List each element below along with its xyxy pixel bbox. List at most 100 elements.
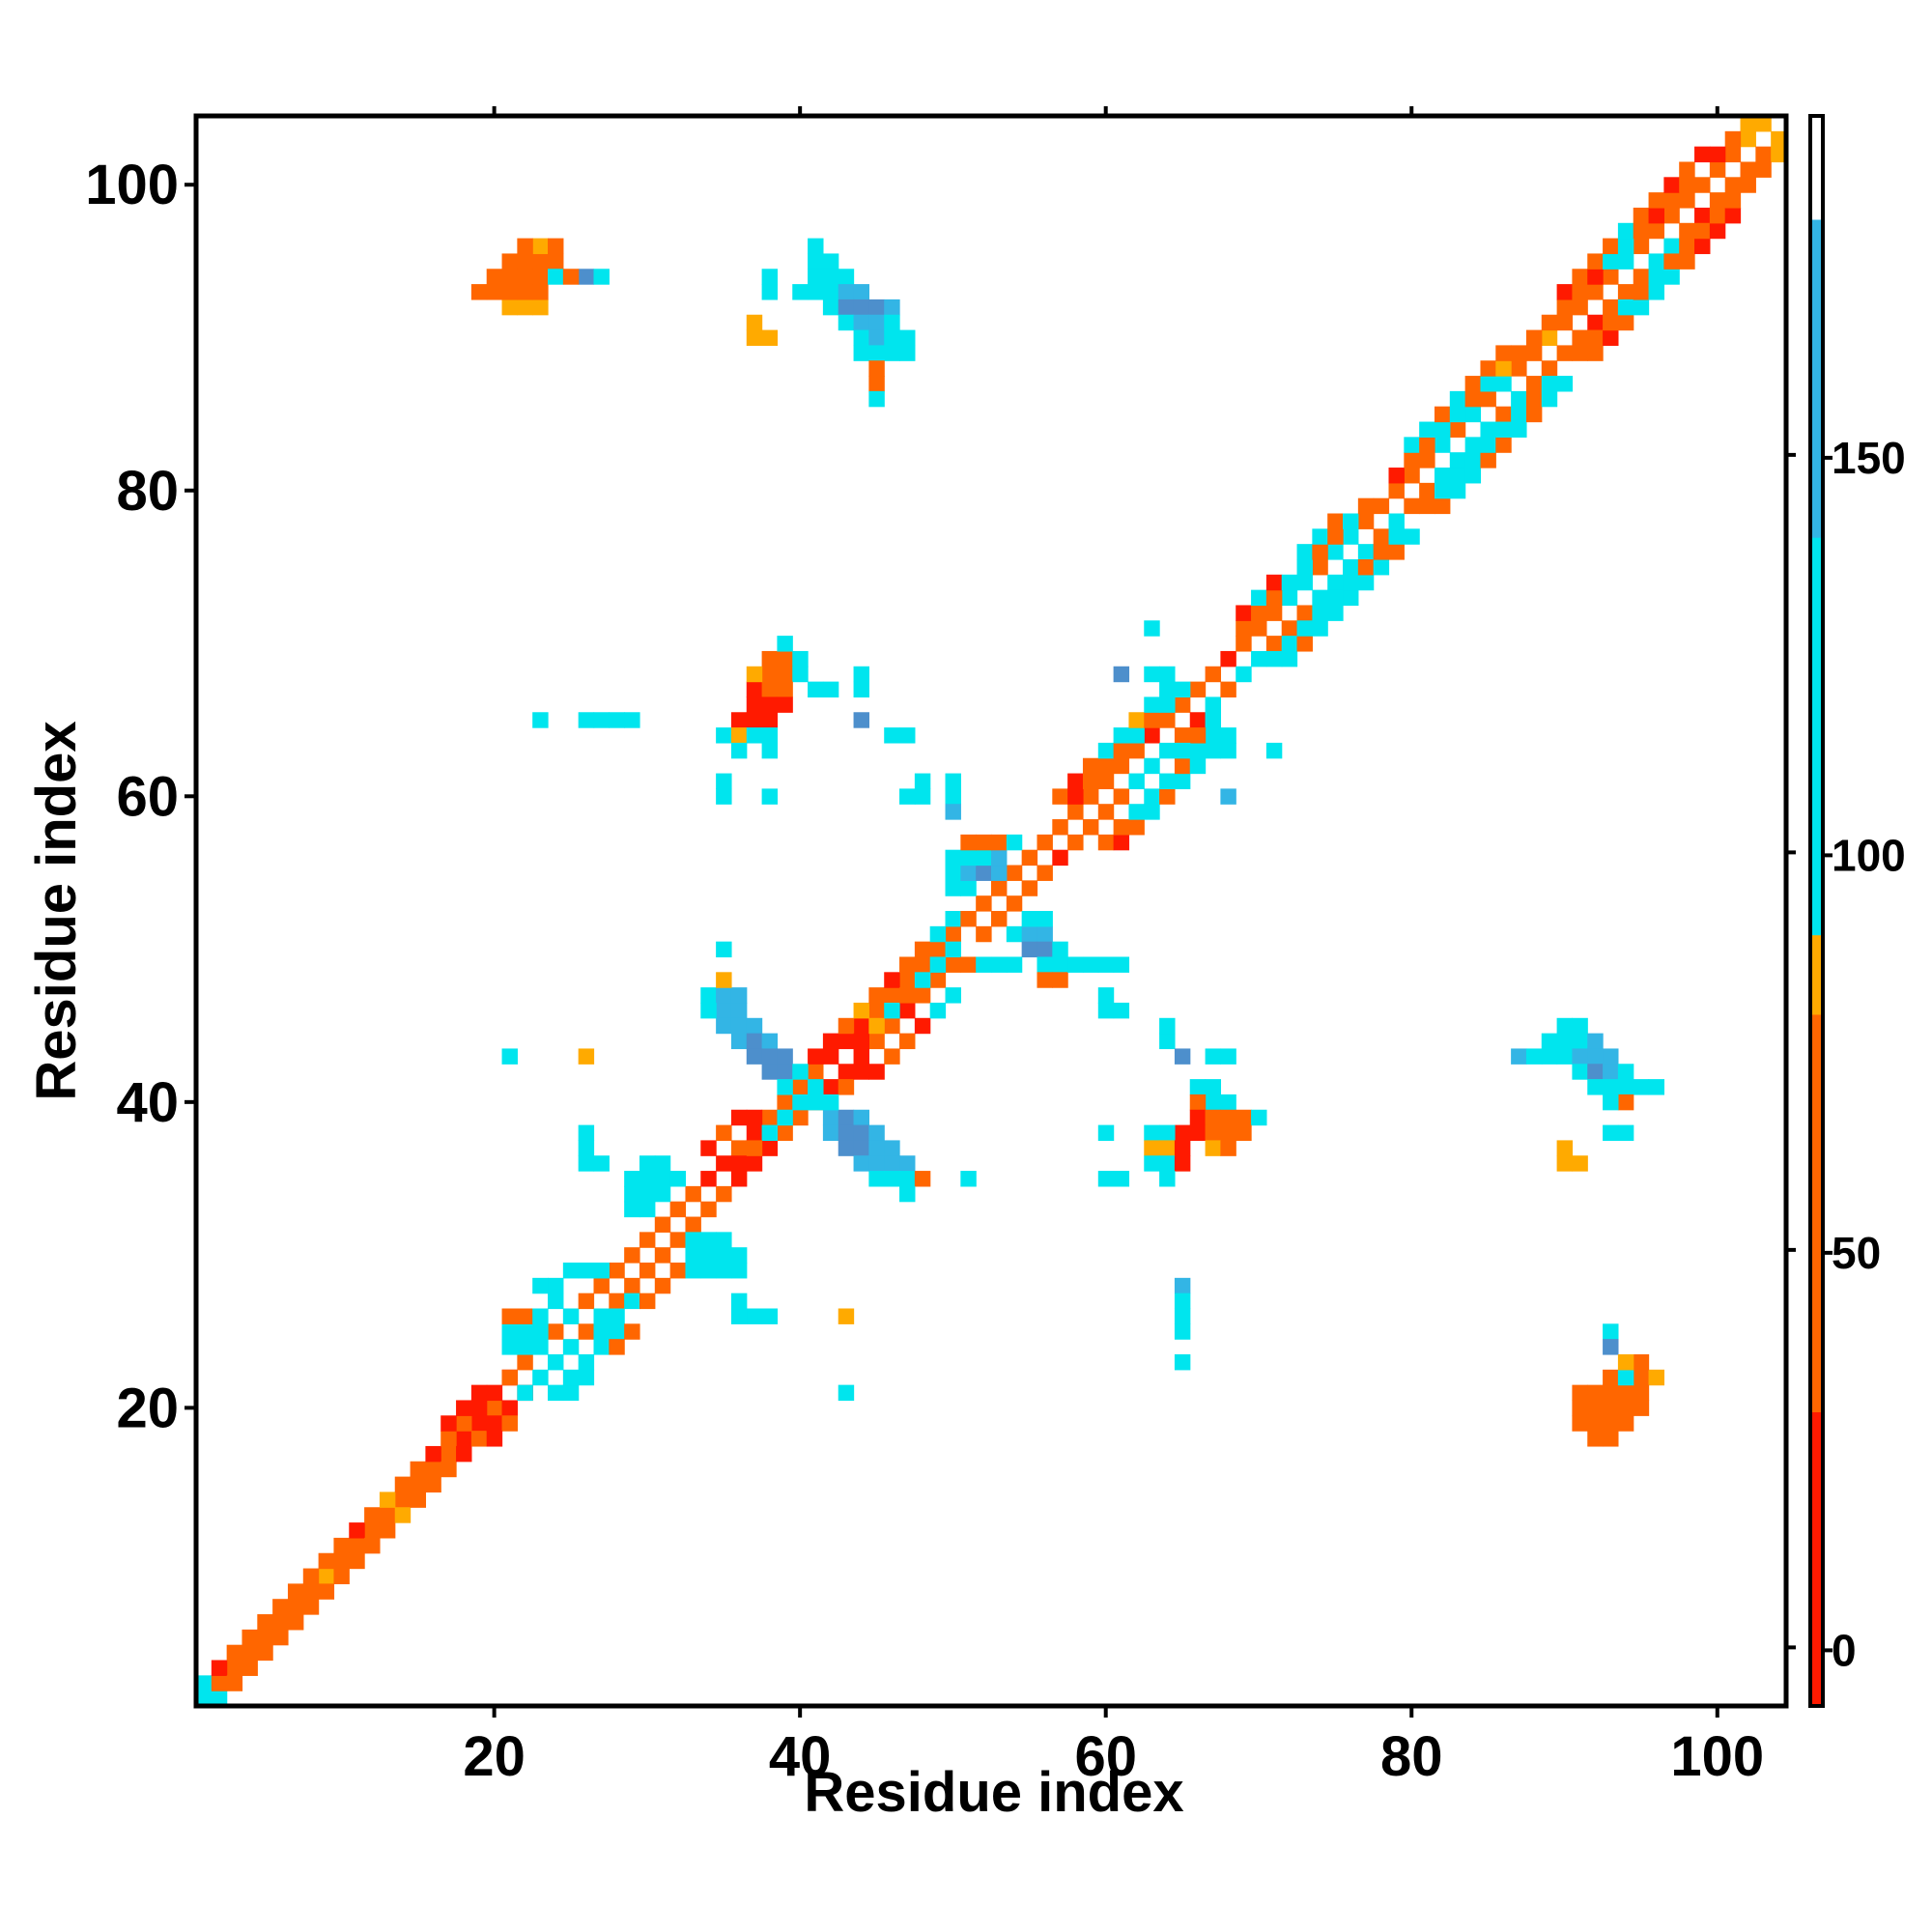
- heatmap-cell: [746, 1155, 763, 1172]
- heatmap-cell: [1617, 298, 1634, 316]
- heatmap-cell: [1495, 360, 1512, 377]
- heatmap-cell: [1541, 1033, 1558, 1050]
- heatmap-cell: [730, 1171, 748, 1187]
- heatmap-cell: [532, 1339, 549, 1355]
- heatmap-cell: [700, 1201, 717, 1218]
- heatmap-cell: [1724, 177, 1742, 193]
- heatmap-cell: [1373, 558, 1390, 576]
- heatmap-cell: [1419, 452, 1435, 469]
- heatmap-cell: [1771, 146, 1787, 163]
- heatmap-cell: [1174, 1293, 1191, 1310]
- heatmap-cell: [853, 1033, 869, 1050]
- heatmap-cell: [1648, 284, 1664, 300]
- heatmap-cell: [1724, 192, 1742, 209]
- heatmap-cell: [1327, 589, 1344, 607]
- heatmap-cell: [991, 849, 1008, 867]
- heatmap-cell: [1541, 390, 1558, 408]
- heatmap-cell: [1419, 497, 1435, 515]
- heatmap-cell: [1633, 1079, 1650, 1095]
- heatmap-cell: [548, 253, 564, 270]
- heatmap-cell: [945, 849, 961, 867]
- heatmap-cell: [562, 1339, 580, 1355]
- x-axis-title: Residue index: [804, 1761, 1183, 1824]
- heatmap-cell: [1541, 1048, 1558, 1065]
- heatmap-cell: [470, 1431, 488, 1447]
- heatmap-cell: [1633, 222, 1650, 240]
- heatmap-cell: [945, 925, 961, 943]
- heatmap-cell: [1464, 376, 1482, 392]
- heatmap-cell: [578, 712, 595, 728]
- x-tick-label: 40: [769, 1725, 832, 1788]
- heatmap-cell: [486, 284, 503, 300]
- heatmap-cell: [226, 1644, 243, 1662]
- heatmap-cell: [333, 1537, 350, 1554]
- heatmap-cell: [654, 1185, 671, 1203]
- heatmap-cell: [1357, 558, 1375, 576]
- heatmap-cell: [929, 925, 947, 943]
- heatmap-cell: [1587, 1431, 1604, 1447]
- heatmap-cell: [1281, 620, 1298, 637]
- heatmap-cell: [1144, 804, 1160, 820]
- heatmap-cell: [899, 972, 916, 988]
- heatmap-cell: [1434, 497, 1451, 515]
- heatmap-cell: [929, 956, 947, 973]
- heatmap-cell: [1587, 1400, 1604, 1416]
- heatmap-cell: [1617, 238, 1634, 255]
- heatmap-cell: [1617, 1400, 1634, 1416]
- heatmap-cell: [1205, 1140, 1222, 1156]
- heatmap-cell: [1144, 1155, 1160, 1172]
- heatmap-cell: [730, 1263, 748, 1279]
- heatmap-cell: [761, 1140, 779, 1156]
- heatmap-cell: [853, 1048, 869, 1065]
- heatmap-cell: [1617, 1369, 1634, 1386]
- heatmap-cell: [1572, 1048, 1588, 1065]
- heatmap-cell: [302, 1583, 320, 1600]
- heatmap-cell: [1144, 727, 1160, 744]
- heatmap-cell: [1144, 666, 1160, 683]
- heatmap-cell: [1113, 727, 1130, 744]
- heatmap-cell: [532, 269, 549, 285]
- heatmap-cell: [808, 681, 824, 698]
- heatmap-cell: [1663, 177, 1680, 193]
- heatmap-cell: [914, 941, 931, 958]
- heatmap-cell: [1755, 146, 1772, 163]
- colorbar-tick-label: 0: [1832, 1625, 1857, 1675]
- heatmap-cell: [1617, 253, 1634, 270]
- heatmap-cell: [945, 941, 961, 958]
- heatmap-cell: [853, 284, 869, 300]
- heatmap-cell: [272, 1629, 289, 1646]
- heatmap-cell: [1572, 1033, 1588, 1050]
- heatmap-cell: [730, 1140, 748, 1156]
- heatmap-cell: [1189, 1094, 1207, 1111]
- heatmap-cell: [1220, 1109, 1236, 1126]
- heatmap-cell: [685, 1263, 701, 1279]
- heatmap-cell: [548, 1384, 564, 1402]
- heatmap-cell: [1113, 1171, 1130, 1187]
- heatmap-cell: [1144, 1140, 1160, 1156]
- heatmap-cell: [730, 1109, 748, 1126]
- heatmap-cell: [1037, 911, 1053, 927]
- heatmap-cell: [1037, 972, 1053, 988]
- heatmap-cell: [1404, 497, 1420, 515]
- heatmap-cell: [1694, 222, 1711, 240]
- heatmap-cell: [1648, 207, 1664, 224]
- heatmap-cell: [624, 1293, 640, 1310]
- heatmap-cell: [1633, 238, 1650, 255]
- heatmap-cell: [1603, 1048, 1619, 1065]
- heatmap-cell: [1082, 956, 1099, 973]
- heatmap-cell: [899, 1171, 916, 1187]
- heatmap-cell: [1587, 1048, 1604, 1065]
- heatmap-cell: [1709, 222, 1726, 240]
- heatmap-cell: [1633, 298, 1650, 316]
- heatmap-cell: [1251, 589, 1267, 607]
- heatmap-cell: [501, 269, 518, 285]
- heatmap-cell: [1648, 253, 1664, 270]
- heatmap-cell: [1603, 1094, 1619, 1111]
- heatmap-cell: [486, 269, 503, 285]
- heatmap-cell: [1663, 269, 1680, 285]
- heatmap-cell: [899, 727, 916, 744]
- heatmap-cell: [1525, 390, 1543, 408]
- heatmap-cell: [456, 1400, 472, 1416]
- heatmap-cell: [532, 712, 549, 728]
- heatmap-cell: [364, 1522, 381, 1539]
